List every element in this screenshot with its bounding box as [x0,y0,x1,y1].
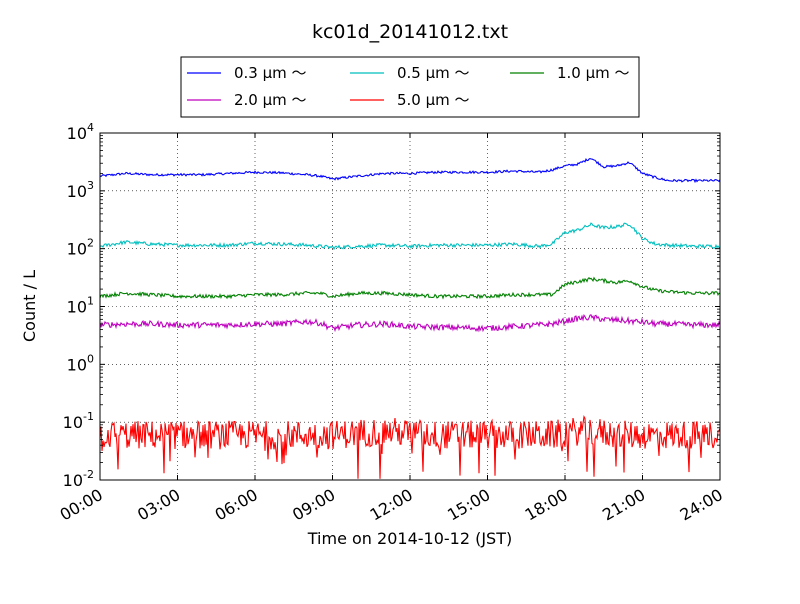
legend-label: 1.0 μm ～ [557,64,630,82]
legend-label: 0.5 μm ～ [397,64,470,82]
series-line-1 [99,222,721,251]
x-tick-label: 15:00 [444,485,493,525]
y-tick-exponent: 1 [87,295,94,308]
y-tick-exponent: 2 [87,237,94,250]
y-tick-label: 10-1 [63,410,94,432]
legend-label: 5.0 μm ～ [397,91,470,109]
legend-label: 2.0 μm ～ [234,91,307,109]
chart-title: kc01d_20141012.txt [312,21,508,43]
x-tick-label: 00:00 [57,485,106,525]
series-line-0 [99,157,721,184]
y-tick-base: 10 [67,298,87,317]
series-line-2 [99,276,721,300]
y-tick-label: 100 [67,352,94,374]
legend-frame [180,56,640,118]
y-tick-label: 102 [67,237,94,259]
x-tick-label: 09:00 [289,485,338,525]
y-axis-label: Count / L [20,270,39,342]
y-tick-exponent: 3 [87,179,94,192]
y-tick-exponent: -2 [83,468,94,481]
series-line-3 [99,313,721,333]
series-line-4 [99,415,721,479]
y-tick-exponent: -1 [83,410,94,423]
y-tick-base: 10 [67,182,87,201]
y-tick-exponent: 4 [87,121,94,134]
legend-label: 0.3 μm ～ [234,64,307,82]
y-tick-base: 10 [63,413,83,432]
y-tick-base: 10 [67,240,87,259]
x-tick-label: 06:00 [212,485,261,525]
y-tick-base: 10 [67,124,87,143]
y-tick-base: 10 [63,471,83,490]
x-axis-label: Time on 2014-10-12 (JST) [307,529,512,548]
x-tick-label: 18:00 [522,485,571,525]
x-tick-label: 21:00 [599,485,648,525]
x-tick-labels: 00:00 03:00 06:00 09:00 12:00 15:00 18:00 21:00… [57,485,726,525]
y-tick-label: 101 [67,295,94,317]
x-tick-label: 24:00 [677,485,726,525]
legend: 0.3 μm ～ 0.5 μm ～ 1.0 μm ～ 2.0 μm ～ 5.0 μm ～ [180,56,640,118]
y-tick-label: 103 [67,179,94,201]
ticks [99,132,721,481]
x-tick-label: 03:00 [134,485,183,525]
series-group [99,157,721,479]
y-tick-base: 10 [67,355,87,374]
grid [100,133,720,480]
y-tick-label: 10-2 [63,468,94,490]
x-tick-label: 12:00 [367,485,416,525]
y-tick-exponent: 0 [87,352,94,365]
y-tick-label: 104 [67,121,94,143]
